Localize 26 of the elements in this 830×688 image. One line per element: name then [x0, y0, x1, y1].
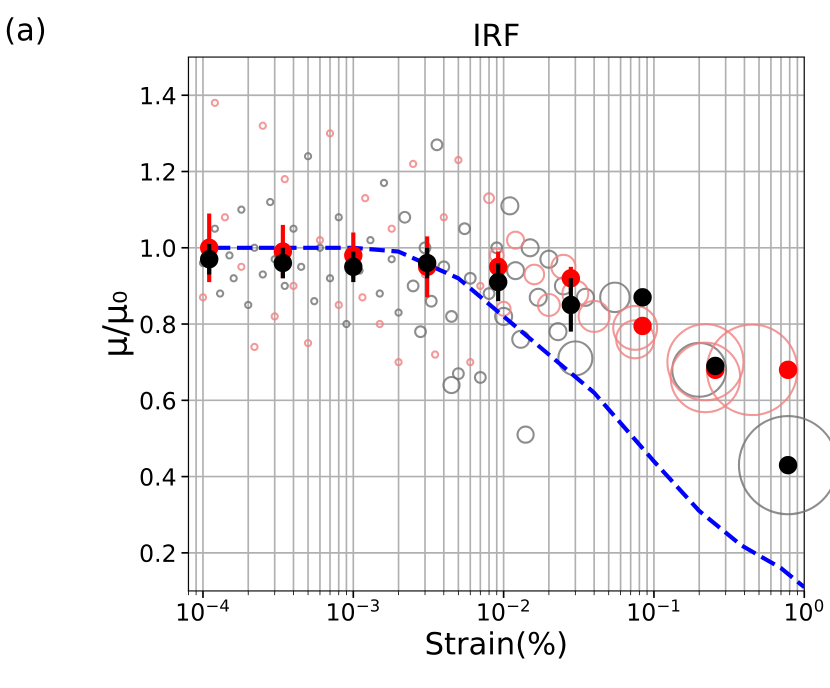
point	[778, 456, 798, 474]
point	[200, 250, 218, 268]
y-axis-title: μ/μ₀	[102, 292, 134, 355]
y-tick-label: 0.4	[140, 468, 176, 486]
point	[418, 254, 436, 272]
point	[274, 254, 292, 272]
point	[562, 296, 580, 314]
y-tick-label: 0.6	[140, 392, 176, 410]
point	[344, 258, 362, 276]
point	[633, 288, 652, 307]
chart-title: IRF	[475, 24, 518, 46]
point	[488, 272, 508, 292]
point	[778, 360, 798, 380]
x-tick-label: 10$^{−3}$	[328, 599, 379, 621]
y-tick-label: 1.4	[142, 86, 176, 104]
x-tick-label: 10$^{−4}$	[178, 599, 229, 621]
x-tick-label: 10$^{−2}$	[478, 599, 529, 621]
y-tick-label: 0.2	[140, 544, 174, 562]
y-tick-label: 0.8	[140, 315, 175, 334]
y-tick-label: 1.2	[142, 162, 174, 180]
x-tick-label: 10$^{0}$	[786, 599, 824, 621]
y-tick-label: 1.0	[142, 239, 176, 258]
text: (a)	[6, 17, 44, 44]
x-tick-label: 10$^{−1}$	[628, 599, 680, 621]
x-axis-title: Strain(%)	[426, 631, 566, 658]
point	[706, 356, 725, 376]
